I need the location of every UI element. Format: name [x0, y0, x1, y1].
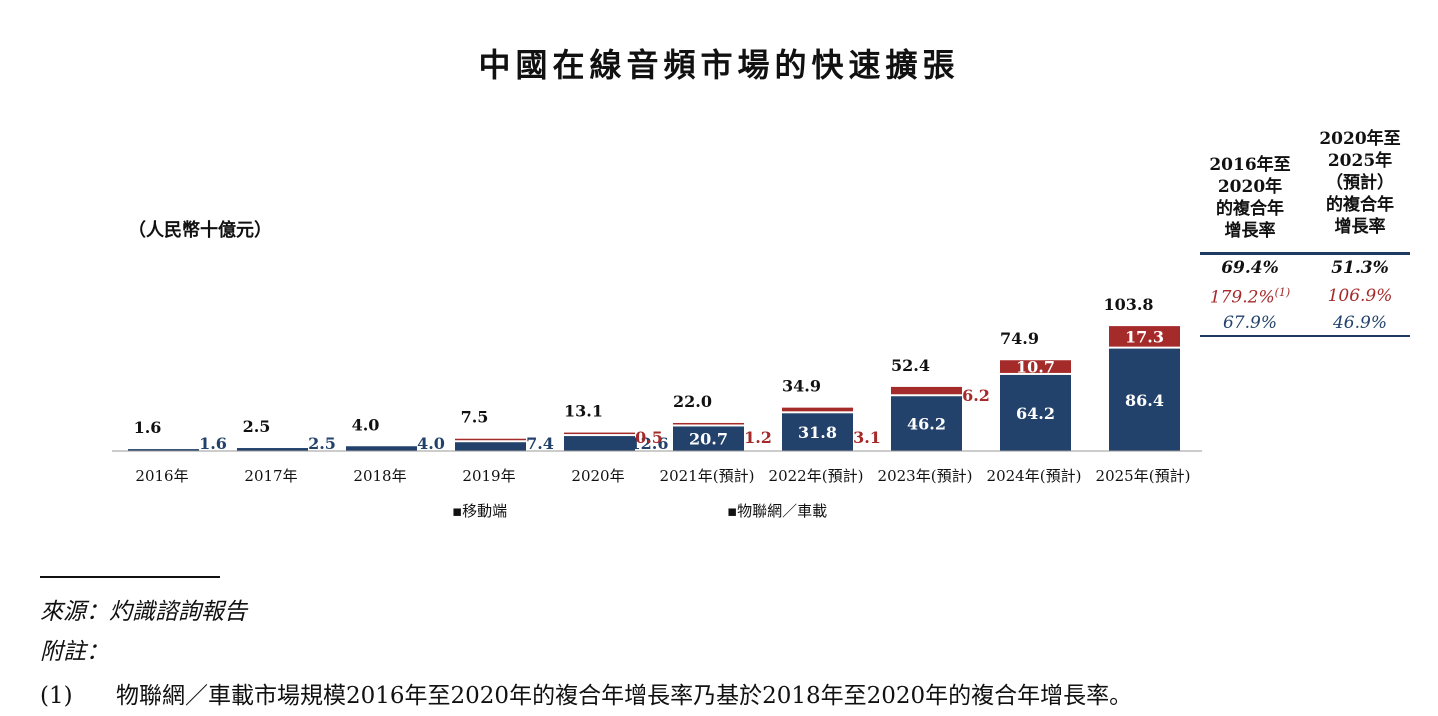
label-mobile-2: 4.0 — [417, 434, 445, 453]
bar-mobile-6 — [782, 413, 853, 451]
label-total-0: 1.6 — [134, 418, 162, 437]
bar-iot-7 — [891, 386, 962, 395]
label-iot-4: 0.5 — [635, 428, 663, 447]
label-iot-5: 1.2 — [744, 428, 772, 447]
tick-label-8: 2024年(預計) — [987, 467, 1082, 485]
label-total-8: 74.9 — [1000, 329, 1039, 348]
tick-label-1: 2017年 — [244, 467, 297, 485]
label-total-3: 7.5 — [461, 408, 489, 427]
tick-label-5: 2021年(預計) — [660, 467, 755, 485]
label-total-9: 103.8 — [1103, 295, 1153, 314]
label-iot-7: 6.2 — [962, 386, 990, 405]
cagr-mobile-2016-2020: 67.9% — [1222, 313, 1277, 333]
tick-label-7: 2023年(預計) — [878, 467, 973, 485]
label-mobile-8: 64.2 — [1016, 404, 1055, 423]
footnote-number: (1) — [40, 683, 73, 709]
note-label: 附註： — [40, 639, 109, 665]
label-total-1: 2.5 — [243, 417, 271, 436]
cagr-iot-2016-2020: 179.2%(1) — [1209, 286, 1291, 308]
label-iot-9: 17.3 — [1125, 327, 1164, 346]
bar-iot-4 — [564, 432, 635, 435]
label-total-7: 52.4 — [891, 356, 930, 375]
bar-mobile-8 — [1000, 374, 1071, 451]
unit-label: （人民幣十億元） — [128, 220, 272, 241]
label-mobile-3: 7.4 — [526, 434, 554, 453]
footnote-text: 物聯網／車載市場規模2016年至2020年的複合年增長率乃基於2018年至202… — [116, 683, 1133, 709]
tick-label-4: 2020年 — [571, 467, 624, 485]
label-mobile-5: 20.7 — [689, 430, 728, 449]
cagr-col1-header: 2016年至 2020年 的複合年 增長率 — [1209, 155, 1291, 241]
label-mobile-7: 46.2 — [907, 415, 946, 434]
legend-iot: ▪物聯網／車載 — [727, 502, 827, 520]
cagr-total-2020-2025: 51.3% — [1331, 258, 1389, 278]
legend-mobile: ▪移動端 — [452, 502, 507, 520]
bar-mobile-7 — [891, 396, 962, 451]
label-total-4: 13.1 — [564, 402, 603, 421]
chart-title: 中國在線音頻市場的快速擴張 — [478, 46, 960, 84]
bar-iot-9 — [1109, 326, 1180, 347]
label-total-5: 22.0 — [673, 392, 712, 411]
bar-mobile-0 — [128, 449, 199, 451]
bar-iot-6 — [782, 407, 853, 412]
cagr-bottom-rule — [1200, 335, 1410, 337]
label-mobile-1: 2.5 — [308, 434, 336, 453]
label-iot-8: 10.7 — [1016, 358, 1055, 377]
tick-label-0: 2016年 — [135, 467, 188, 485]
cagr-iot-2020-2025: 106.9% — [1327, 286, 1393, 306]
tick-label-3: 2019年 — [462, 467, 515, 485]
bar-mobile-3 — [455, 442, 526, 451]
bar-iot-8 — [1000, 360, 1071, 373]
bar-iot-5 — [673, 422, 744, 425]
bar-mobile-5 — [673, 426, 744, 451]
tick-label-9: 2025年(預計) — [1096, 467, 1191, 485]
bar-mobile-4 — [564, 436, 635, 451]
cagr-total-2016-2020: 69.4% — [1221, 258, 1279, 278]
cagr-col2-header: 2020年至 2025年 （預計） 的複合年 增長率 — [1319, 129, 1401, 237]
tick-label-2: 2018年 — [353, 467, 406, 485]
source-note: 來源：灼識諮詢報告 — [40, 599, 247, 625]
bar-mobile-2 — [346, 446, 417, 451]
bar-mobile-9 — [1109, 348, 1180, 451]
label-mobile-0: 1.6 — [199, 434, 227, 453]
bar-mobile-1 — [237, 448, 308, 451]
label-total-2: 4.0 — [352, 415, 380, 434]
label-mobile-6: 31.8 — [798, 423, 837, 442]
footnote-rule — [40, 576, 220, 578]
footnote-1: (1) 物聯網／車載市場規模2016年至2020年的複合年增長率乃基於2018年至… — [40, 676, 1132, 710]
bar-iot-3 — [455, 438, 526, 441]
bar-chart: 1.6 1.6 2016年 2.5 2.5 2017年 4.0 4.0 2018年 7.4 7.5 2… — [112, 295, 1202, 520]
tick-label-6: 2022年(預計) — [769, 467, 864, 485]
label-mobile-9: 86.4 — [1125, 391, 1164, 410]
label-mobile-4: 12.6 — [630, 434, 669, 453]
label-iot-6: 3.1 — [853, 428, 881, 447]
label-total-6: 34.9 — [782, 377, 821, 396]
cagr-top-rule — [1200, 252, 1410, 255]
cagr-mobile-2020-2025: 46.9% — [1332, 313, 1387, 333]
